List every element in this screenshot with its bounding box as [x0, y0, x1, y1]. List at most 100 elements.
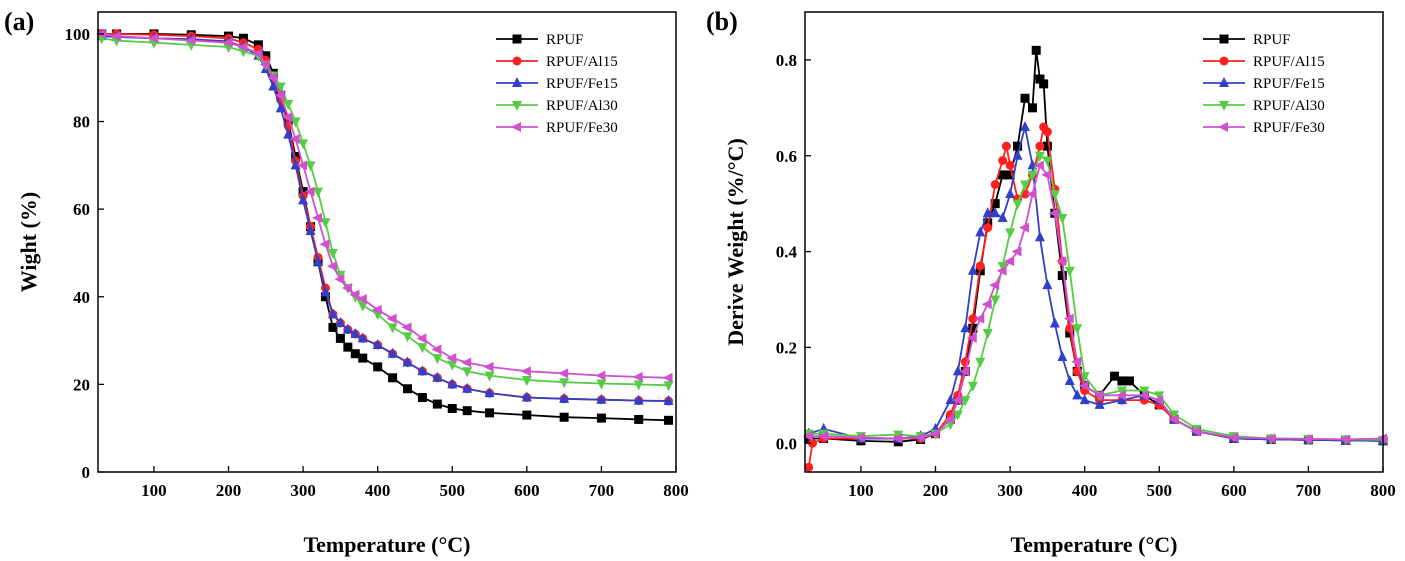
data-point: [222, 37, 233, 48]
data-point: [1027, 103, 1037, 113]
data-point: [817, 431, 828, 442]
legend: RPUF RPUF/Al15 RPUF/Fe15 RPUF/Al30 RPUF/Fe30: [496, 32, 618, 136]
data-point: [1057, 214, 1068, 225]
data-point: [1042, 141, 1052, 151]
data-point: [350, 328, 361, 338]
x-tick-label: 200: [216, 481, 242, 500]
data-point: [252, 48, 263, 59]
data-point: [342, 323, 353, 334]
data-point: [1227, 432, 1238, 443]
data-point: [596, 413, 606, 423]
data-point: [663, 381, 674, 392]
data-point: [1124, 376, 1134, 386]
y-tick-label: 60: [73, 200, 90, 219]
y-tick-label: 0.2: [776, 338, 797, 357]
x-tick-label: 500: [440, 481, 466, 500]
data-point: [983, 223, 993, 233]
data-point: [1020, 93, 1030, 103]
data-point: [522, 410, 532, 420]
plot-frame: [804, 11, 1384, 473]
x-tick-label: 400: [365, 481, 391, 500]
x-tick-label: 300: [290, 481, 316, 500]
data-point: [663, 395, 674, 406]
x-tick-label: 800: [663, 481, 689, 500]
legend-item: RPUF/Al15: [1203, 54, 1325, 70]
legend-label: RPUF/Fe15: [1253, 76, 1325, 92]
data-point: [1168, 414, 1179, 425]
data-point: [1001, 141, 1011, 151]
data-point: [1110, 371, 1120, 381]
legend-label: RPUF/Al30: [1253, 98, 1325, 114]
x-tick-label: 400: [1072, 481, 1098, 500]
data-point: [1033, 160, 1044, 171]
data-point: [282, 112, 293, 123]
legend-marker: [1219, 56, 1229, 66]
series-rpuf-fe30: [802, 160, 1387, 445]
data-point: [401, 322, 412, 333]
data-point: [373, 362, 383, 372]
legend-label: RPUF: [1253, 32, 1291, 48]
data-point: [1057, 271, 1067, 281]
data-point: [1039, 79, 1049, 89]
data-point: [1071, 356, 1082, 367]
data-point: [1078, 380, 1089, 391]
legend-label: RPUF: [546, 32, 584, 48]
data-point: [432, 399, 442, 409]
data-point: [990, 199, 1000, 209]
x-axis-title: Temperature (°C): [303, 532, 470, 557]
series-line: [101, 35, 669, 402]
data-point: [147, 33, 158, 44]
data-point: [388, 373, 398, 383]
x-tick-label: 600: [514, 481, 540, 500]
data-point: [1020, 180, 1031, 191]
data-point: [320, 292, 330, 302]
data-point: [283, 128, 294, 139]
x-tick-label: 500: [1147, 481, 1173, 500]
data-point: [633, 394, 644, 405]
data-point: [997, 212, 1008, 223]
data-point: [1049, 317, 1060, 328]
data-point: [267, 72, 278, 83]
panel-a-label: (a): [4, 7, 34, 36]
data-point: [1057, 351, 1068, 361]
data-point: [892, 433, 903, 444]
data-point: [313, 187, 324, 198]
data-point: [952, 410, 963, 421]
data-point: [804, 462, 814, 472]
legend-label: RPUF/Al15: [1253, 54, 1325, 70]
data-point: [313, 255, 324, 266]
data-point: [298, 194, 309, 205]
data-point: [417, 393, 427, 403]
weight-loss-chart: 100 200 300 400 500 600 700 800 0 20 40 60 80 100 Temp…: [16, 11, 689, 557]
legend-marker: [512, 34, 522, 44]
data-point: [966, 332, 977, 343]
series-line: [101, 33, 669, 379]
data-point: [417, 343, 428, 354]
data-point: [334, 274, 345, 285]
data-point: [402, 356, 413, 367]
data-point: [1377, 433, 1387, 444]
data-point: [997, 261, 1008, 272]
data-point: [312, 212, 323, 223]
data-point: [290, 159, 301, 170]
data-point: [416, 333, 427, 344]
plot-frame: [97, 11, 677, 473]
data-point: [1079, 394, 1090, 405]
data-point: [633, 380, 644, 391]
y-tick-label: 0.6: [776, 147, 797, 166]
y-tick-label: 0.4: [776, 243, 798, 262]
data-point: [959, 366, 970, 377]
data-point: [485, 408, 495, 418]
data-point: [664, 415, 674, 425]
data-point: [632, 371, 643, 382]
data-point: [305, 161, 316, 172]
data-point: [483, 361, 494, 372]
data-point: [802, 431, 813, 442]
legend-label: RPUF/Al15: [546, 54, 618, 70]
x-tick-label: 700: [1296, 481, 1322, 500]
data-point: [290, 117, 301, 128]
x-tick-label: 800: [1370, 481, 1396, 500]
data-point: [967, 264, 978, 275]
data-point: [1027, 170, 1038, 181]
legend-marker: [1219, 77, 1229, 87]
